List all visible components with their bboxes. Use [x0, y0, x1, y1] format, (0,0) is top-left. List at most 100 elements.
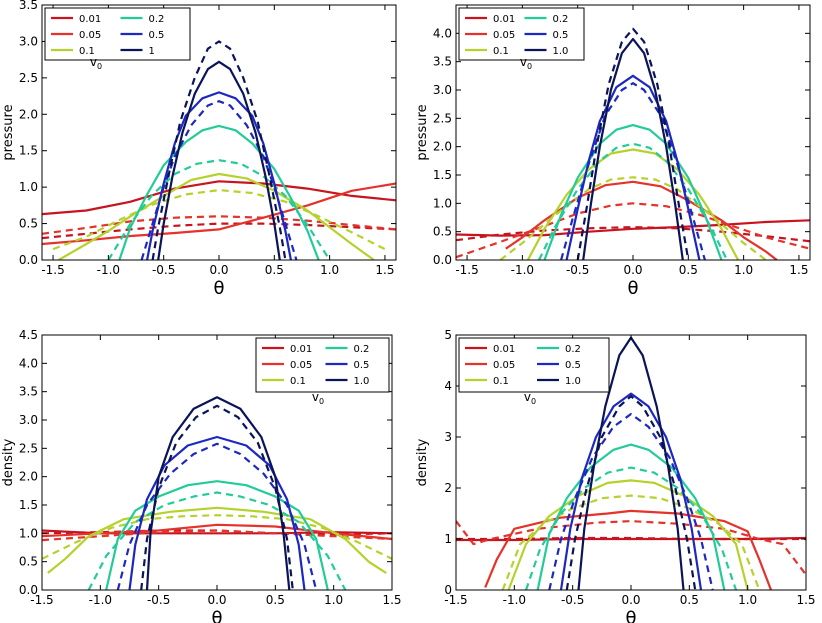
series-line-0_1-solid [47, 506, 387, 574]
series-line-0_05-solid [505, 180, 778, 260]
x-tick-label: 0.5 [679, 263, 698, 277]
series-line-0_2-dashed [538, 142, 728, 260]
chart-top-right: -1.5 -1.0 -0.5 0.0 0.5 1.0 1.5 0.0 0.5 1.0 1.5 2.0 2… [415, 4, 811, 299]
y-tick-label: 0.5 [433, 225, 452, 239]
series-line-1_0-solid [582, 37, 684, 260]
chart-bottom-left: -1.5 -1.0 -0.5 0.0 0.5 1.0 1.5 0.0 0.5 1.0 1.5 2.0 2… [1, 328, 402, 623]
series-line-0_05-dashed [456, 519, 806, 576]
x-tick-label: 0.0 [623, 263, 642, 277]
series-line-0_5-dashed [116, 442, 318, 590]
legend-title-subscript: 0 [97, 62, 102, 71]
y-tick-label: 4.5 [19, 328, 38, 342]
y-axis-label: pressure [415, 104, 430, 160]
y-tick-label: 5 [444, 328, 452, 342]
series-line-1_0-dashed [140, 404, 294, 590]
x-tick-label: -0.5 [561, 593, 584, 607]
y-tick-label: 2 [444, 481, 452, 495]
x-tick-label: -1.0 [97, 263, 120, 277]
legend: 0.01 0.05 0.1 0.2 0.5 1.0 [255, 337, 390, 393]
y-tick-label: 0 [444, 583, 452, 597]
y-tick-label: 2.5 [19, 71, 38, 85]
y-tick-label: 4.0 [19, 356, 38, 370]
y-axis-label: density [1, 438, 16, 486]
x-tick-label: 0.5 [265, 263, 284, 277]
series-line-0_1-dashed [499, 176, 767, 260]
x-tick-label: 1.5 [375, 263, 394, 277]
legend-entry-label: 0.01 [290, 344, 312, 355]
x-tick-label: -1.0 [89, 593, 112, 607]
legend-entry-label: 0.5 [565, 360, 581, 371]
series-line-0_2-dashed [107, 159, 331, 260]
x-tick-label: 1.0 [324, 593, 343, 607]
legend-title-subscript: 0 [319, 397, 324, 406]
series-line-0_05-solid [484, 509, 773, 590]
legend-entry-label: 1.0 [553, 46, 569, 57]
legend-entry-label: 1 [149, 46, 155, 57]
series-line-1_0-dashed [565, 395, 697, 590]
legend-title-subscript: 0 [531, 397, 536, 406]
legend: 0.01 0.05 0.1 0.2 0.5 1.0 [458, 337, 610, 393]
x-tick-label: -1.5 [30, 593, 53, 607]
x-tick-label: 1.0 [734, 263, 753, 277]
series-line-1-dashed [151, 40, 287, 260]
y-tick-label: 2.5 [433, 111, 452, 125]
y-tick-label: 2.5 [19, 441, 38, 455]
series-line-0_1-dashed [42, 514, 392, 560]
y-tick-label: 3.5 [19, 385, 38, 399]
y-tick-label: 1.0 [433, 196, 452, 210]
x-axis-label: θ [627, 278, 638, 299]
legend: 0.01 0.05 0.1 0.2 0.5 1.0 [458, 7, 585, 61]
legend-entry-label: 0.1 [493, 46, 509, 57]
y-tick-label: 3.5 [433, 55, 452, 69]
y-tick-label: 1.0 [19, 526, 38, 540]
series-line-0_1-dashed [52, 189, 386, 251]
series-line-1_0-solid [145, 396, 291, 590]
y-tick-label: 1.5 [433, 168, 452, 182]
series-line-0_2-solid [105, 480, 329, 590]
y-tick-label: 0.5 [19, 217, 38, 231]
legend-entry-label: 0.05 [79, 30, 101, 41]
series-line-0_2-solid [536, 443, 726, 590]
x-axis-label: θ [625, 608, 636, 623]
x-axis-label: θ [211, 608, 222, 623]
series-group [42, 396, 392, 590]
x-tick-label: -1.0 [503, 593, 526, 607]
legend-entry-label: 0.2 [149, 14, 165, 25]
series-line-0_05-dashed [42, 529, 392, 542]
x-tick-label: -0.5 [566, 263, 589, 277]
legend-entry-label: 0.5 [354, 360, 370, 371]
legend-entry-label: 0.5 [149, 30, 165, 41]
legend-entry-label: 1.0 [565, 376, 581, 387]
legend: 0.01 0.05 0.1 0.2 0.5 1 [44, 7, 191, 61]
legend-entry-label: 0.05 [290, 360, 312, 371]
x-tick-label: 1.0 [320, 263, 339, 277]
legend-entry-label: 0.01 [79, 14, 101, 25]
legend-entry-label: 0.1 [79, 46, 95, 57]
y-tick-label: 2.0 [433, 140, 452, 154]
series-line-0_2-solid [543, 123, 723, 260]
y-tick-label: 3 [444, 430, 452, 444]
y-tick-label: 0.0 [433, 253, 452, 267]
x-tick-label: -0.5 [152, 263, 175, 277]
series-line-0_1-solid [58, 172, 375, 260]
x-tick-label: -1.5 [455, 263, 478, 277]
y-tick-label: 4.0 [433, 26, 452, 40]
x-axis-label: θ [213, 278, 224, 299]
y-tick-label: 0.0 [19, 583, 38, 597]
y-tick-label: 3.0 [19, 34, 38, 48]
legend-title-subscript: 0 [527, 62, 532, 71]
legend-entry-label: 0.2 [354, 344, 370, 355]
series-line-0_5-solid [559, 392, 703, 590]
series-line-0_05-dashed [42, 215, 396, 235]
y-tick-label: 2.0 [19, 470, 38, 484]
y-tick-label: 1.0 [19, 180, 38, 194]
y-tick-label: 4 [444, 379, 452, 393]
y-tick-label: 3.0 [19, 413, 38, 427]
y-tick-label: 3.5 [19, 0, 38, 12]
x-tick-label: 0.0 [209, 263, 228, 277]
x-tick-label: 0.5 [266, 593, 285, 607]
x-tick-label: 1.5 [796, 593, 815, 607]
series-group [42, 40, 396, 260]
y-axis-label: density [415, 438, 430, 486]
y-tick-label: 1.5 [19, 498, 38, 512]
